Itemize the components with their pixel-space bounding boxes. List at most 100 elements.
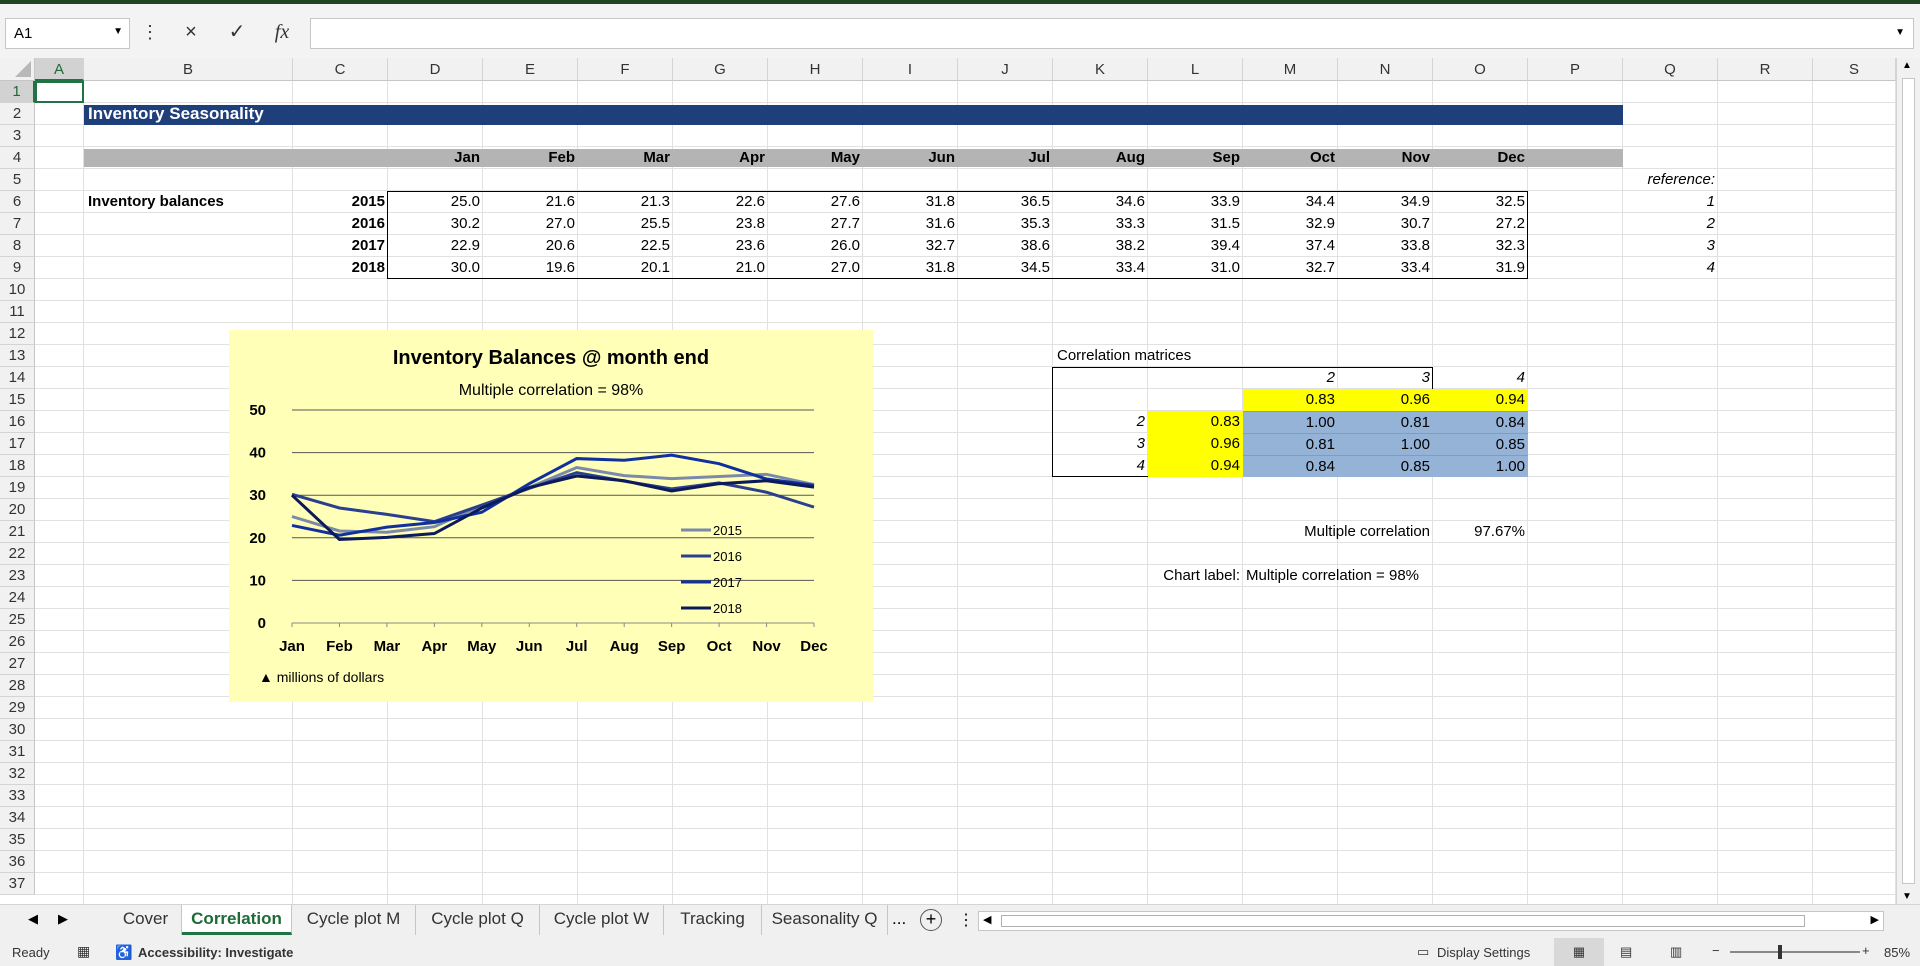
row-header-16[interactable]: 16 — [0, 411, 35, 433]
display-settings-button[interactable]: Display Settings — [1437, 945, 1531, 960]
sheet-tab-cycle-plot-q[interactable]: Cycle plot Q — [416, 905, 540, 935]
row-header-11[interactable]: 11 — [0, 301, 35, 323]
row-header-33[interactable]: 33 — [0, 785, 35, 807]
scroll-right-icon[interactable]: ▶ — [1870, 914, 1879, 926]
row-header-10[interactable]: 10 — [0, 279, 35, 301]
normal-view-icon[interactable]: ▦ — [1554, 938, 1604, 966]
insert-function-icon[interactable]: fx — [274, 21, 290, 43]
column-header-q[interactable]: Q — [1623, 58, 1718, 81]
row-header-24[interactable]: 24 — [0, 587, 35, 609]
row-header-36[interactable]: 36 — [0, 851, 35, 873]
sheet-tab-correlation[interactable]: Correlation — [182, 905, 292, 935]
column-header-b[interactable]: B — [84, 58, 293, 81]
row-header-13[interactable]: 13 — [0, 345, 35, 367]
series-line-2017[interactable] — [291, 453, 815, 537]
row-header-25[interactable]: 25 — [0, 609, 35, 631]
column-header-d[interactable]: D — [388, 58, 483, 81]
select-all-button[interactable] — [0, 58, 35, 81]
zoom-out-icon[interactable]: − — [1712, 943, 1720, 958]
worksheet-grid[interactable]: A B C D E F G H I J K L M N O P Q R S 1 2 3 4 5 6 7 8 9 10 11 12 13 14 15… — [0, 0, 1896, 904]
more-sheets-label[interactable]: ... — [892, 909, 907, 928]
row-header-12[interactable]: 12 — [0, 323, 35, 345]
display-settings-icon[interactable]: ▭ — [1417, 944, 1430, 959]
column-header-f[interactable]: F — [578, 58, 673, 81]
more-options-icon[interactable]: ⋮ — [141, 22, 159, 42]
scroll-left-icon[interactable]: ◀ — [983, 914, 992, 926]
column-header-a[interactable]: A — [35, 58, 84, 81]
zoom-slider-thumb[interactable] — [1778, 945, 1782, 959]
scroll-up-icon[interactable]: ▲ — [1902, 60, 1912, 71]
column-header-m[interactable]: M — [1243, 58, 1338, 81]
series-line-2015[interactable] — [291, 465, 815, 534]
next-sheet-icon[interactable]: ▶ — [58, 911, 68, 926]
row-header-17[interactable]: 17 — [0, 433, 35, 455]
sheet-tab-seasonality-q[interactable]: Seasonality Q — [762, 905, 888, 935]
column-header-i[interactable]: I — [863, 58, 958, 81]
accessibility-status[interactable]: Accessibility: Investigate — [138, 945, 294, 960]
column-header-k[interactable]: K — [1053, 58, 1148, 81]
zoom-slider[interactable] — [1730, 945, 1860, 959]
row-header-5[interactable]: 5 — [0, 169, 35, 191]
row-header-22[interactable]: 22 — [0, 543, 35, 565]
row-header-21[interactable]: 21 — [0, 521, 35, 543]
zoom-in-icon[interactable]: + — [1862, 943, 1870, 958]
name-box-dropdown-icon[interactable]: ▼ — [113, 26, 123, 37]
vertical-scroll-thumb[interactable] — [1902, 78, 1915, 884]
expand-formula-icon[interactable]: ▼ — [1895, 27, 1905, 38]
row-header-6[interactable]: 6 — [0, 191, 35, 213]
row-header-14[interactable]: 14 — [0, 367, 35, 389]
column-header-e[interactable]: E — [483, 58, 578, 81]
row-header-37[interactable]: 37 — [0, 873, 35, 895]
row-header-18[interactable]: 18 — [0, 455, 35, 477]
row-header-23[interactable]: 23 — [0, 565, 35, 587]
scroll-down-icon[interactable]: ▼ — [1902, 891, 1912, 902]
row-header-35[interactable]: 35 — [0, 829, 35, 851]
row-header-7[interactable]: 7 — [0, 213, 35, 235]
column-header-h[interactable]: H — [768, 58, 863, 81]
row-header-3[interactable]: 3 — [0, 125, 35, 147]
row-header-30[interactable]: 30 — [0, 719, 35, 741]
row-header-8[interactable]: 8 — [0, 235, 35, 257]
column-header-o[interactable]: O — [1433, 58, 1528, 81]
vertical-scrollbar[interactable]: ▲ ▼ — [1896, 58, 1920, 904]
name-box[interactable]: A1 ▼ — [5, 18, 130, 49]
formula-input[interactable]: ▼ — [310, 18, 1914, 49]
sheet-tab-tracking[interactable]: Tracking — [664, 905, 762, 935]
sheet-tab-cover[interactable]: Cover — [110, 905, 182, 935]
selected-cell-a1[interactable] — [35, 81, 84, 103]
row-header-1[interactable]: 1 — [0, 81, 35, 103]
row-header-32[interactable]: 32 — [0, 763, 35, 785]
accessibility-icon[interactable]: ♿ — [115, 944, 133, 960]
row-header-31[interactable]: 31 — [0, 741, 35, 763]
row-header-9[interactable]: 9 — [0, 257, 35, 279]
zoom-level[interactable]: 85% — [1884, 945, 1911, 960]
add-sheet-icon[interactable]: + — [920, 909, 942, 931]
horizontal-scrollbar[interactable]: ◀ ▶ — [978, 911, 1884, 931]
enter-icon[interactable]: ✓ — [228, 21, 246, 43]
row-header-29[interactable]: 29 — [0, 697, 35, 719]
column-header-g[interactable]: G — [673, 58, 768, 81]
series-line-2018[interactable] — [290, 474, 815, 542]
prev-sheet-icon[interactable]: ◀ — [28, 911, 38, 926]
column-header-n[interactable]: N — [1338, 58, 1433, 81]
column-header-r[interactable]: R — [1718, 58, 1813, 81]
page-break-preview-icon[interactable]: ▥ — [1670, 944, 1683, 959]
row-header-20[interactable]: 20 — [0, 499, 35, 521]
sheet-tab-cycle-plot-w[interactable]: Cycle plot W — [540, 905, 664, 935]
macro-record-icon[interactable]: ▦ — [77, 943, 91, 959]
column-header-p[interactable]: P — [1528, 58, 1623, 81]
row-header-28[interactable]: 28 — [0, 675, 35, 697]
column-header-l[interactable]: L — [1148, 58, 1243, 81]
row-header-15[interactable]: 15 — [0, 389, 35, 411]
cancel-icon[interactable]: × — [185, 21, 197, 43]
page-layout-icon[interactable]: ▤ — [1620, 944, 1633, 959]
tab-options-icon[interactable]: ⋮ — [958, 912, 974, 929]
row-header-19[interactable]: 19 — [0, 477, 35, 499]
column-header-s[interactable]: S — [1813, 58, 1896, 81]
row-header-4[interactable]: 4 — [0, 147, 35, 169]
column-header-j[interactable]: J — [958, 58, 1053, 81]
row-header-34[interactable]: 34 — [0, 807, 35, 829]
row-header-27[interactable]: 27 — [0, 653, 35, 675]
horizontal-scroll-thumb[interactable] — [1001, 915, 1805, 927]
row-header-26[interactable]: 26 — [0, 631, 35, 653]
